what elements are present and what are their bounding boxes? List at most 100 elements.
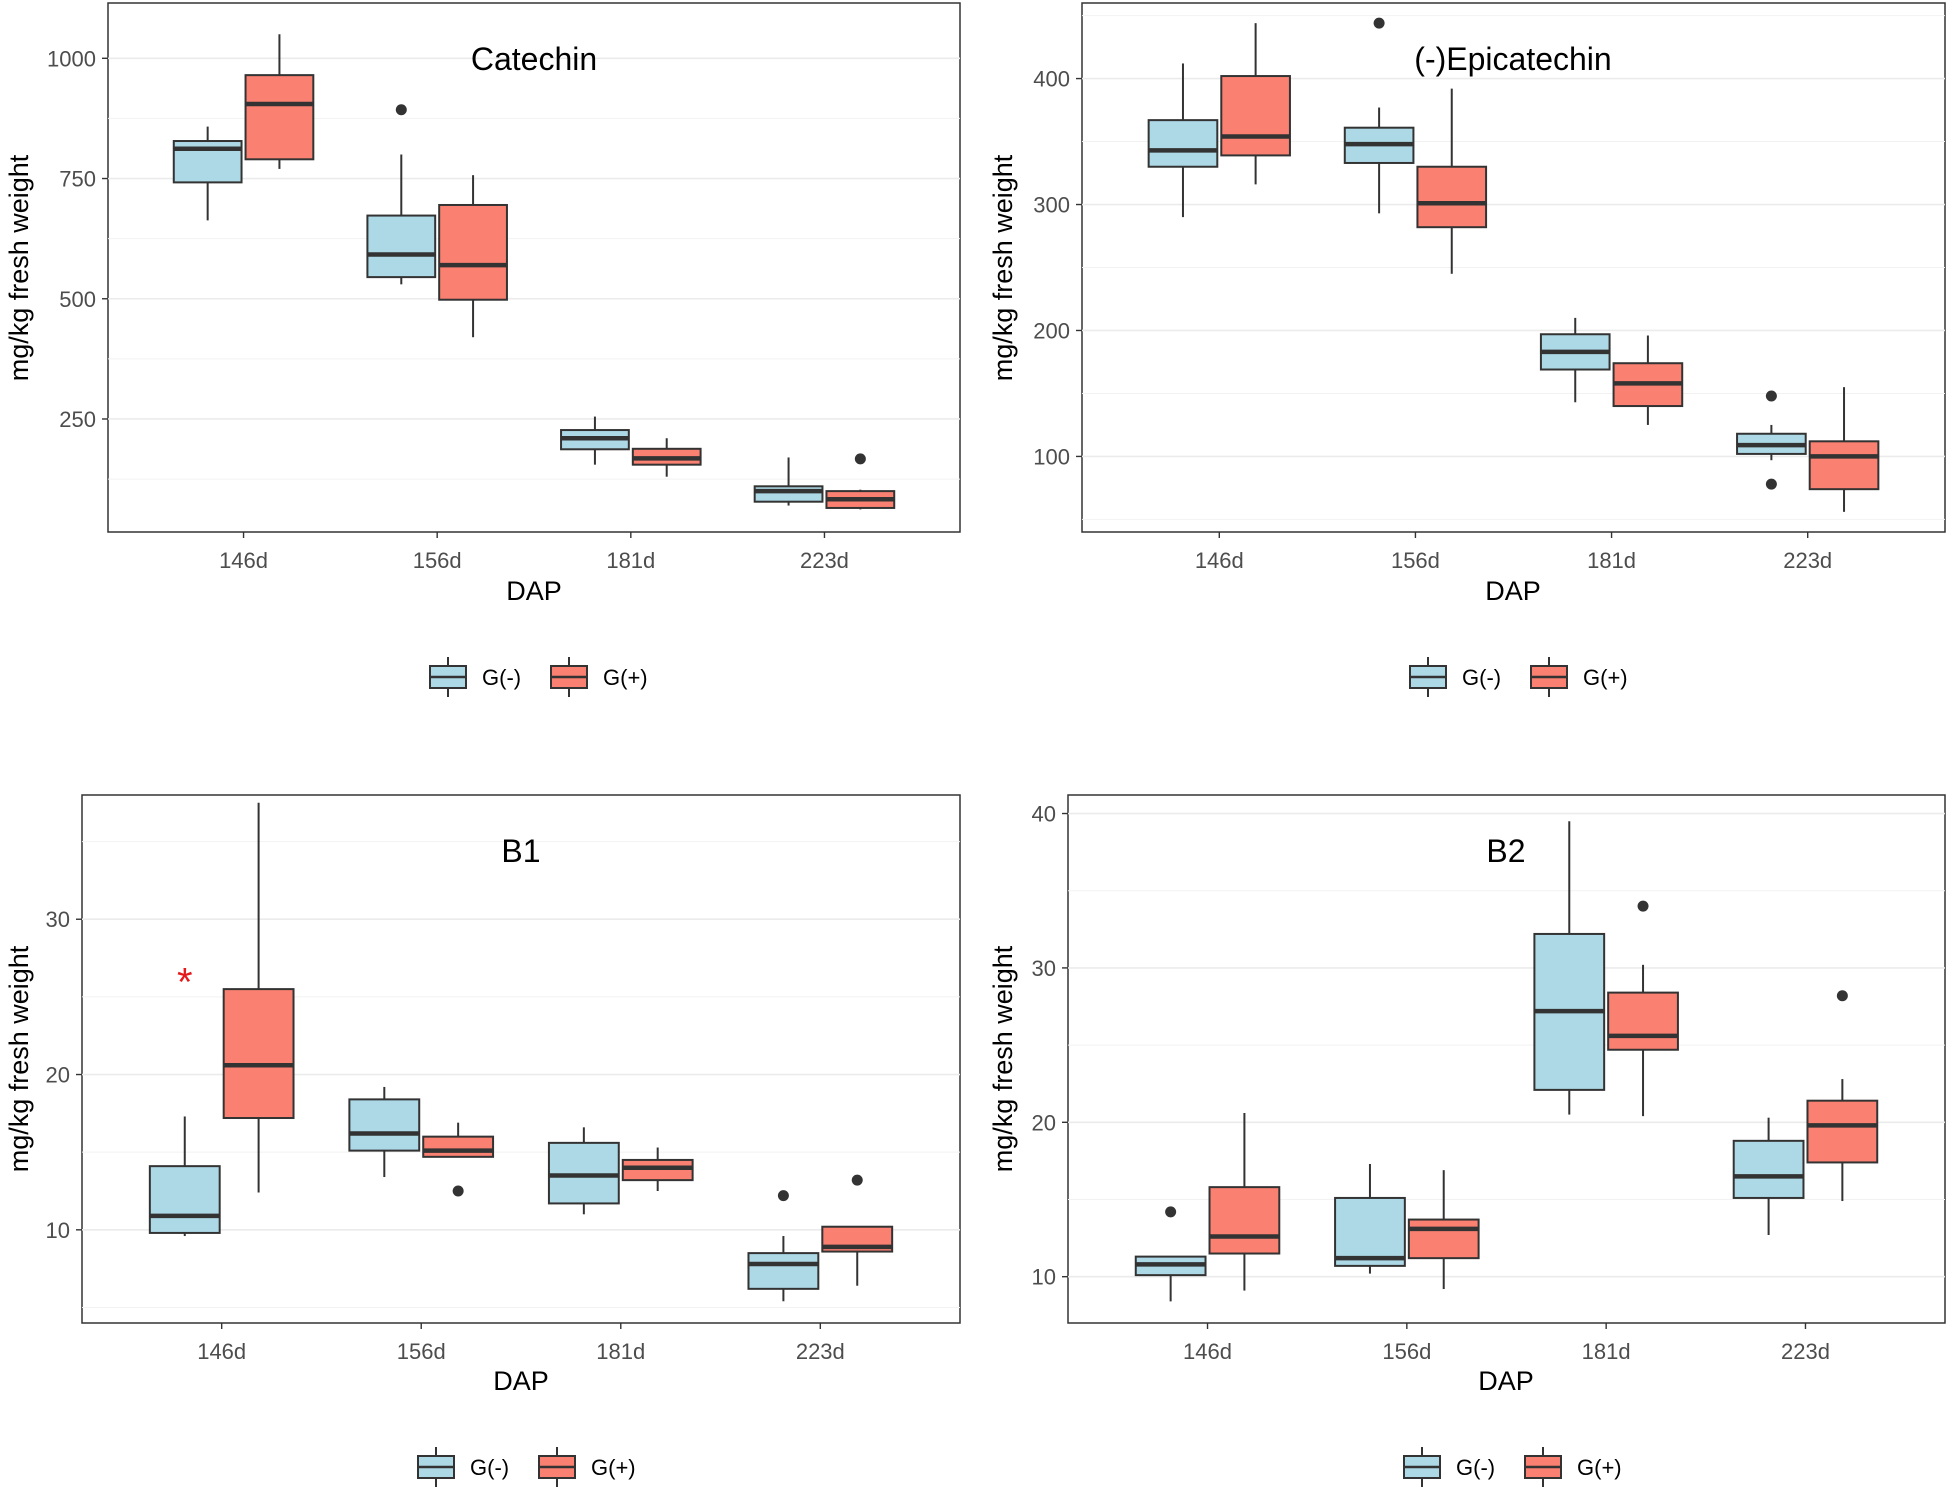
box-G(-)-156d bbox=[1334, 1163, 1406, 1274]
legend-label: G(-) bbox=[1462, 665, 1501, 690]
panel-b1: B1 * 10 20 30 146d 156d 181d 223d DAP mg/kg f… bbox=[4, 794, 961, 1487]
box-G(+)-146d bbox=[1220, 23, 1291, 185]
box-G(+)-181d bbox=[1607, 900, 1679, 1117]
legend-label: G(-) bbox=[1456, 1455, 1495, 1480]
x-tick-label: 181d bbox=[606, 548, 655, 573]
outlier-point bbox=[1765, 390, 1777, 402]
legend-label: G(-) bbox=[470, 1455, 509, 1480]
x-tick-label: 156d bbox=[413, 548, 462, 573]
legend-label: G(-) bbox=[482, 665, 521, 690]
y-tick-label: 400 bbox=[1033, 67, 1070, 92]
box-body bbox=[1334, 1196, 1406, 1267]
x-axis: 146d 156d 181d 223d bbox=[219, 532, 849, 573]
outlier-point bbox=[851, 1174, 863, 1186]
box-G(-)-181d bbox=[560, 416, 630, 465]
x-tick-label: 181d bbox=[596, 1339, 645, 1364]
box-G(+)-156d bbox=[1416, 88, 1488, 274]
x-tick-label: 181d bbox=[1582, 1339, 1631, 1364]
significance-marker: * bbox=[177, 961, 193, 1005]
box-body bbox=[244, 74, 315, 161]
annotations: * bbox=[177, 961, 193, 1005]
y-tick-label: 10 bbox=[46, 1218, 70, 1243]
box-G(-)-146d bbox=[1134, 1206, 1207, 1302]
outlier-point bbox=[1836, 990, 1848, 1002]
box-body bbox=[348, 1098, 421, 1152]
legend-label: G(+) bbox=[603, 665, 648, 690]
y-tick-label: 500 bbox=[59, 287, 96, 312]
panel-title: B2 bbox=[1486, 833, 1525, 869]
legend: G(-) G(+) bbox=[1403, 1447, 1622, 1487]
grid-lines bbox=[108, 57, 960, 480]
x-axis: 146d 156d 181d 223d bbox=[1183, 1323, 1830, 1364]
grid-lines bbox=[1068, 812, 1945, 1278]
box-G(-)-156d bbox=[348, 1086, 421, 1178]
outlier-point bbox=[395, 104, 407, 116]
box-G(+)-156d bbox=[1407, 1170, 1480, 1290]
x-tick-label: 146d bbox=[197, 1339, 246, 1364]
y-tick-label: 10 bbox=[1032, 1265, 1056, 1290]
box-G(-)-181d bbox=[547, 1127, 620, 1215]
box-G(+)-223d bbox=[825, 453, 896, 510]
box-body bbox=[1407, 1218, 1480, 1260]
box-G(+)-181d bbox=[631, 438, 702, 477]
box-body bbox=[1607, 991, 1679, 1051]
box-group bbox=[1134, 821, 1879, 1302]
outlier-point bbox=[452, 1185, 464, 1197]
x-tick-label: 223d bbox=[796, 1339, 845, 1364]
box-G(-)-223d bbox=[747, 1190, 820, 1302]
y-axis-title: mg/kg fresh weight bbox=[4, 945, 34, 1172]
y-axis-title: mg/kg fresh weight bbox=[988, 945, 1018, 1172]
box-body bbox=[1732, 1139, 1805, 1199]
y-axis-title: mg/kg fresh weight bbox=[988, 154, 1018, 381]
box-body bbox=[753, 485, 824, 503]
y-axis: 100 200 300 400 bbox=[1033, 67, 1082, 469]
box-body bbox=[1808, 440, 1880, 491]
legend: G(-) G(+) bbox=[417, 1447, 636, 1487]
legend: G(-) G(+) bbox=[1409, 657, 1628, 697]
box-G(-)-156d bbox=[366, 104, 437, 285]
outlier-point bbox=[1373, 17, 1385, 29]
box-body bbox=[1806, 1099, 1879, 1164]
box-G(-)-223d bbox=[1732, 1117, 1805, 1235]
box-G(+)-156d bbox=[422, 1122, 495, 1197]
box-body bbox=[621, 1158, 694, 1182]
legend: G(-) G(+) bbox=[429, 657, 648, 697]
y-axis-title: mg/kg fresh weight bbox=[4, 154, 34, 381]
x-tick-label: 223d bbox=[1783, 548, 1832, 573]
box-G(+)-156d bbox=[438, 175, 508, 338]
box-body bbox=[1220, 75, 1291, 157]
box-G(+)-181d bbox=[1612, 335, 1684, 425]
outlier-point bbox=[1165, 1206, 1177, 1218]
legend-label: G(+) bbox=[1577, 1455, 1622, 1480]
x-tick-label: 223d bbox=[1781, 1339, 1830, 1364]
panel-b2: B2 10 20 30 40 146d 156d 181d 223d DAP mg/kg f… bbox=[988, 794, 1946, 1487]
box-group bbox=[148, 802, 894, 1302]
x-tick-label: 146d bbox=[1183, 1339, 1232, 1364]
y-tick-label: 40 bbox=[1032, 802, 1056, 827]
x-tick-label: 156d bbox=[397, 1339, 446, 1364]
box-body bbox=[1416, 165, 1488, 229]
x-tick-label: 146d bbox=[1195, 548, 1244, 573]
box-G(+)-181d bbox=[621, 1147, 694, 1191]
x-axis-title: DAP bbox=[506, 576, 562, 606]
box-body bbox=[1208, 1186, 1281, 1255]
grid-lines bbox=[1082, 15, 1945, 520]
y-tick-label: 300 bbox=[1033, 193, 1070, 218]
x-tick-label: 181d bbox=[1587, 548, 1636, 573]
box-G(-)-223d bbox=[1736, 390, 1807, 490]
y-tick-label: 750 bbox=[59, 167, 96, 192]
x-axis-title: DAP bbox=[493, 1366, 549, 1396]
y-tick-label: 20 bbox=[1032, 1110, 1056, 1135]
legend-label: G(+) bbox=[1583, 665, 1628, 690]
box-G(-)-181d bbox=[1539, 317, 1611, 403]
box-G(+)-223d bbox=[1808, 387, 1880, 512]
box-G(+)-146d bbox=[222, 802, 295, 1193]
x-tick-label: 223d bbox=[800, 548, 849, 573]
panel-border bbox=[1067, 794, 1946, 1324]
box-body bbox=[438, 203, 508, 301]
y-tick-label: 30 bbox=[1032, 956, 1056, 981]
box-G(+)-146d bbox=[244, 34, 315, 169]
x-tick-label: 156d bbox=[1391, 548, 1440, 573]
